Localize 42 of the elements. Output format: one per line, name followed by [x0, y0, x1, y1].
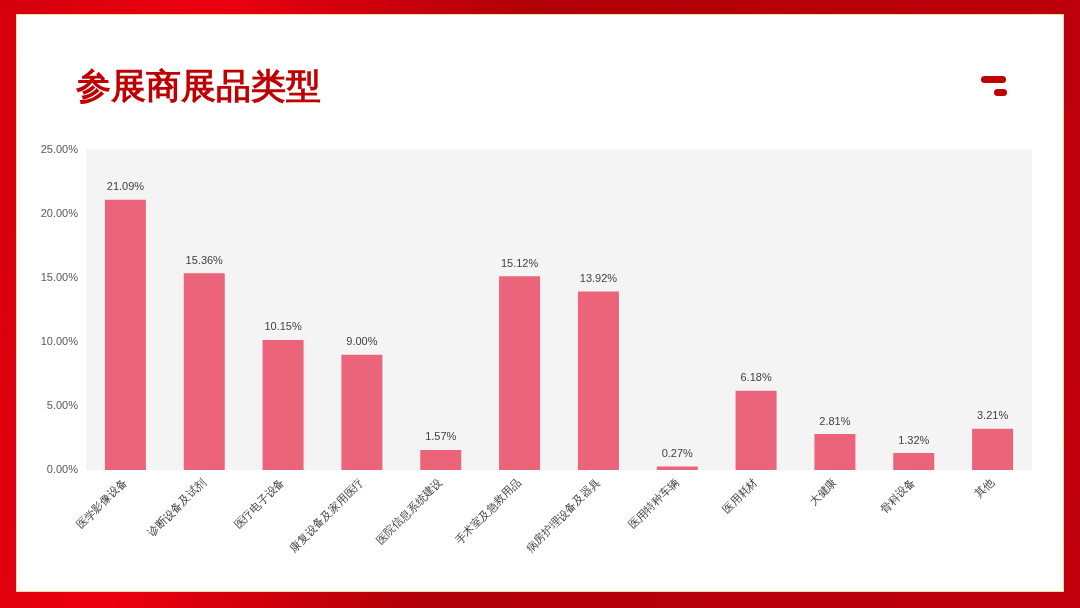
bar	[262, 339, 304, 470]
x-tick-label: 骨科设备	[877, 475, 918, 516]
x-tick-label: 大健康	[806, 475, 839, 508]
x-tick-label: 医疗电子设备	[231, 475, 287, 531]
data-label: 2.81%	[819, 414, 851, 427]
data-label: 6.18%	[740, 371, 772, 384]
data-label: 21.09%	[106, 180, 145, 193]
y-tick-label: 20.00%	[40, 206, 79, 219]
bar	[341, 354, 383, 470]
y-tick-label: 0.00%	[46, 463, 79, 476]
x-tick-label: 手术室及急救用品	[452, 475, 524, 547]
data-label: 15.12%	[500, 256, 539, 269]
bar	[577, 291, 619, 470]
data-label: 13.92%	[579, 272, 618, 285]
x-tick-label: 医用耗材	[720, 475, 760, 516]
x-tick-label: 诊断设备及试剂	[144, 475, 208, 539]
bar	[420, 449, 462, 470]
x-tick-label: 其他	[972, 475, 997, 500]
x-tick-label: 医院信息系统建设	[373, 475, 445, 547]
data-label: 1.32%	[898, 433, 930, 446]
y-tick-label: 15.00%	[40, 270, 79, 283]
y-tick-label: 5.00%	[46, 398, 79, 411]
data-label: 3.21%	[976, 409, 1009, 422]
x-tick-label: 病房护理设备及器具	[523, 475, 602, 555]
data-label: 10.15%	[264, 320, 302, 333]
x-tick-label: 医学影像设备	[73, 475, 129, 531]
bar	[814, 433, 856, 470]
bar	[735, 390, 777, 470]
data-label: 15.36%	[185, 253, 224, 266]
chart-title: 参展商展品类型	[76, 65, 321, 107]
y-tick-label: 25.00%	[40, 142, 79, 155]
bar	[893, 453, 935, 470]
bar	[499, 276, 541, 470]
data-label: 1.57%	[425, 430, 457, 443]
y-tick-label: 10.00%	[40, 334, 79, 347]
x-tick-label: 康复设备及家用医疗	[286, 475, 366, 555]
data-label: 9.00%	[346, 335, 378, 348]
bar	[972, 428, 1014, 470]
bar	[104, 199, 146, 470]
data-label: 0.27%	[661, 447, 694, 460]
x-tick-label: 医用特种车辆	[625, 475, 681, 531]
bar	[183, 273, 225, 470]
